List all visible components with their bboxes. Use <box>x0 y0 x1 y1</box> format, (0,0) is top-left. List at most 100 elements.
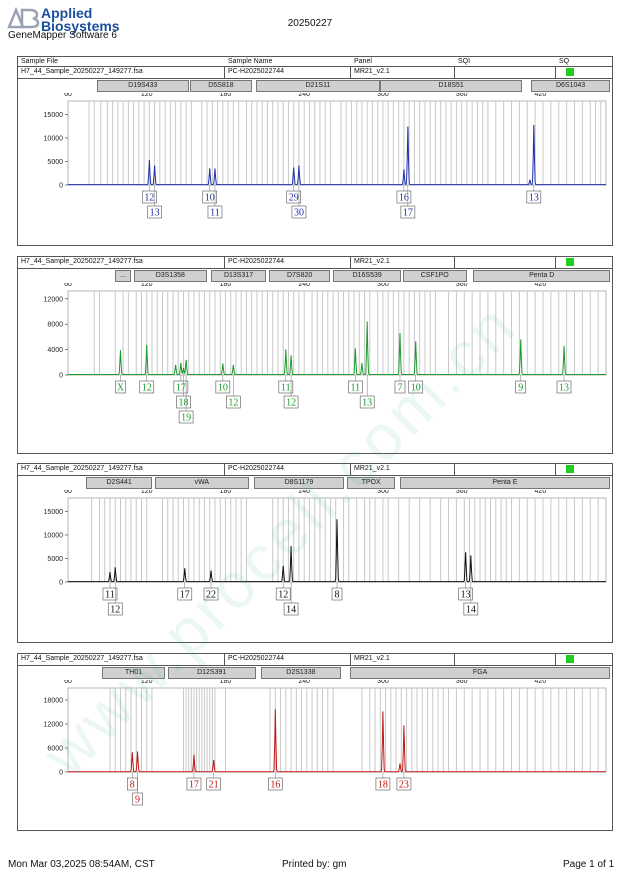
peak-point <box>403 725 405 727</box>
print-timestamp: Mon Mar 03,2025 08:54AM, CST <box>8 859 155 870</box>
peak-point <box>109 571 111 574</box>
allele-label: 19 <box>181 413 191 424</box>
y-tick-label: 12000 <box>44 296 64 303</box>
sample-name: PC-H2025022744 <box>228 655 285 662</box>
allele-label: 12 <box>142 383 152 394</box>
marker-label[interactable]: D7S820 <box>268 270 331 282</box>
peak-point <box>399 333 401 335</box>
peak-point <box>563 345 565 348</box>
allele-label: 11 <box>105 590 115 601</box>
marker-label[interactable]: D2S1338 <box>260 667 341 679</box>
x-tick-label: 120 <box>141 93 153 98</box>
brand-line1: Applied <box>41 5 93 21</box>
marker-label[interactable]: Penta D <box>473 270 610 282</box>
marker-label[interactable]: D19S433 <box>96 80 189 92</box>
panel-info-row: H7_44_Sample_20250227_149277.fsa PC-H2025… <box>18 464 612 476</box>
allele-box <box>186 777 202 791</box>
allele-label: 18 <box>378 780 388 791</box>
marker-label[interactable]: Penta E <box>399 477 610 489</box>
allele-label: 17 <box>403 208 413 219</box>
allele-box <box>283 395 299 409</box>
report-date: 20250227 <box>287 18 333 29</box>
col-sample-name: Sample Name <box>228 58 273 65</box>
marker-label[interactable]: D21S11 <box>255 80 381 92</box>
col-panel: Panel <box>354 58 372 65</box>
column-separator <box>350 464 351 475</box>
marker-label[interactable]: CSF1PO <box>402 270 467 282</box>
allele-label: 12 <box>278 590 288 601</box>
allele-box <box>275 587 291 601</box>
peak-point <box>193 754 195 756</box>
y-tick-label: 18000 <box>44 698 64 705</box>
peak-point <box>290 546 292 548</box>
column-separator <box>224 464 225 475</box>
peak-point <box>290 355 292 357</box>
column-separator <box>555 67 556 78</box>
y-tick-label: 15000 <box>44 509 64 516</box>
electropherogram-plot: 60 120 180 240 300 360 420 0 5000 10000 15000 12 13 1… <box>44 93 607 219</box>
marker-label[interactable]: D8S1179 <box>254 477 344 489</box>
marker-label[interactable]: ... <box>115 270 131 282</box>
marker-label[interactable]: TH01 <box>102 667 166 679</box>
x-tick-label: 300 <box>377 283 389 288</box>
marker-label[interactable]: D18S51 <box>380 80 522 92</box>
marker-label[interactable]: FGA <box>350 667 610 679</box>
allele-box <box>291 205 307 219</box>
plot-area <box>67 290 607 376</box>
column-separator <box>555 654 556 665</box>
x-tick-label: 180 <box>220 490 232 495</box>
marker-label[interactable]: D2S441 <box>86 477 152 489</box>
allele-box <box>359 395 375 409</box>
panel-name: MR21_v2.1 <box>354 465 390 472</box>
allele-box <box>207 205 223 219</box>
peak-point <box>464 552 467 554</box>
peak-point <box>366 321 368 323</box>
peak-point <box>529 179 531 181</box>
panel-info-row: H7_44_Sample_20250227_149277.fsa PC-H2025… <box>18 67 612 79</box>
marker-label[interactable]: D3S1358 <box>133 270 208 282</box>
allele-box <box>173 380 189 394</box>
allele-box <box>202 190 218 204</box>
marker-label[interactable]: D16S539 <box>333 270 402 282</box>
marker-label[interactable]: D12S391 <box>167 667 256 679</box>
x-tick-label: 60 <box>64 490 72 495</box>
allele-label: 12 <box>110 605 120 616</box>
marker-label[interactable]: D5S818 <box>190 80 252 92</box>
column-separator <box>224 257 225 268</box>
allele-label: 22 <box>206 590 216 601</box>
column-separator <box>454 67 455 78</box>
allele-box <box>515 380 527 394</box>
software-name: GeneMapper Software 6 <box>8 30 117 41</box>
brand-line2: Biosystems <box>41 18 120 34</box>
allele-label: 23 <box>399 780 409 791</box>
marker-label[interactable]: D13S317 <box>211 270 267 282</box>
marker-label[interactable]: D6S1043 <box>531 80 610 92</box>
trace-line-blue <box>68 125 606 186</box>
peak-point <box>148 159 150 162</box>
sample-name: PC-H2025022744 <box>228 258 285 265</box>
y-tick-label: 10000 <box>44 135 64 142</box>
marker-label[interactable]: TPOX <box>347 477 395 489</box>
y-tick-label: 0 <box>59 183 63 190</box>
column-separator <box>454 257 455 268</box>
column-separator <box>555 464 556 475</box>
y-tick-label: 15000 <box>44 112 64 119</box>
peak-point <box>533 125 535 127</box>
column-separator <box>454 654 455 665</box>
x-tick-label: 360 <box>456 93 468 98</box>
peak-point <box>119 350 122 352</box>
marker-label[interactable]: vWA <box>154 477 250 489</box>
allele-label: 14 <box>466 605 476 616</box>
column-separator <box>555 257 556 268</box>
allele-label: 12 <box>228 398 238 409</box>
allele-box <box>206 777 221 791</box>
allele-label: 8 <box>130 780 135 791</box>
allele-box <box>348 380 363 394</box>
allele-label: 11 <box>351 383 361 394</box>
peak-point <box>214 168 216 170</box>
x-tick-label: 60 <box>64 283 72 288</box>
peak-point <box>354 348 356 350</box>
allele-label: 16 <box>399 193 409 204</box>
y-tick-label: 5000 <box>47 556 63 563</box>
allele-box <box>394 380 406 394</box>
